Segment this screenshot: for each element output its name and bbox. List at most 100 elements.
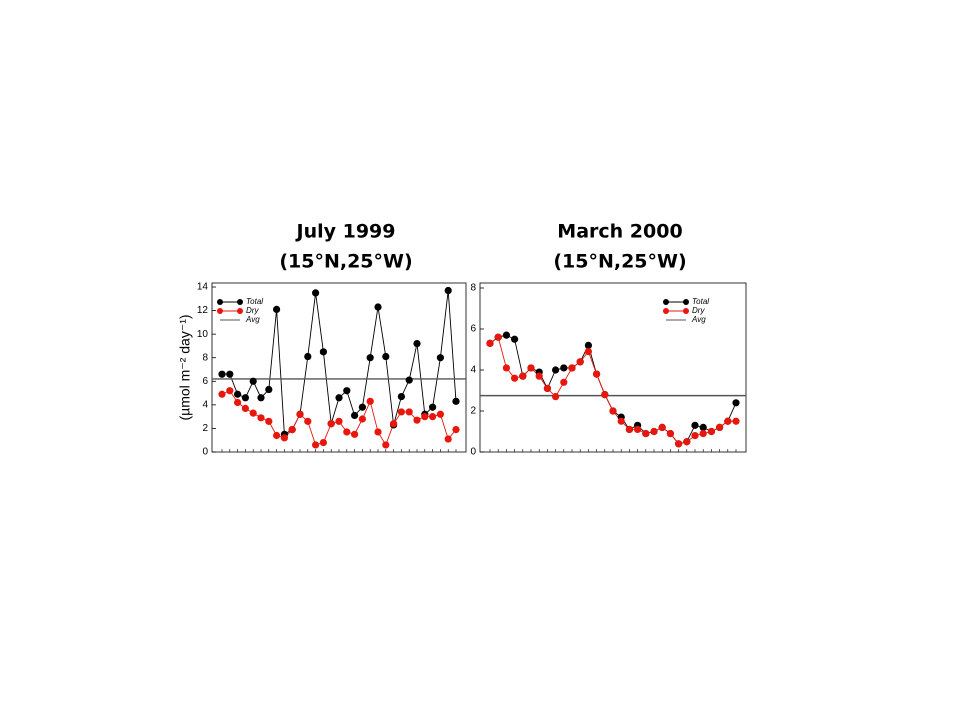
data-point [609,407,617,415]
data-point [502,364,510,372]
y-tick-label: 0 [202,447,208,458]
data-point [358,403,366,411]
series-line [489,334,737,445]
y-tick-label: 2 [202,423,208,434]
data-point [675,440,683,448]
data-point [716,423,724,431]
legend-label: Dry [692,306,705,315]
data-point [413,339,421,348]
legend-marker [217,308,223,314]
y-tick-label: 6 [202,376,208,387]
data-point [273,431,281,440]
legend-label: Total [692,297,709,306]
data-point [699,423,707,431]
legend-marker [237,299,243,305]
data-point [444,286,452,295]
data-point [241,394,249,402]
data-point [366,354,374,362]
legend-label: Avg [245,315,260,324]
data-point [312,441,320,449]
data-point [494,333,502,341]
y-tick-label: 4 [470,365,476,376]
data-point [519,372,527,380]
data-point [257,394,265,402]
data-point [382,352,390,361]
legend-marker [217,299,223,305]
legend-marker [663,308,669,314]
data-point [335,394,343,402]
y-tick-label: 14 [197,282,209,293]
data-point [452,426,460,434]
data-point [257,414,265,422]
data-point [510,335,519,343]
data-point [273,305,281,313]
data-point [241,404,249,412]
legend-marker [237,308,243,314]
data-point [335,417,343,425]
data-point [296,410,304,418]
data-point [288,426,296,434]
data-point [421,413,429,421]
data-point [319,348,327,356]
data-point [413,416,421,424]
y-tick-label: 2 [470,406,476,417]
data-point [319,438,327,447]
series-line [489,336,736,445]
data-point [560,378,568,386]
data-point [707,427,716,436]
legend-label: Avg [691,315,706,324]
data-point [226,387,234,395]
data-point [593,370,601,378]
data-point [625,425,634,434]
chart-title: March 2000 [557,221,682,243]
data-point [683,438,691,446]
data-point [429,403,437,411]
data-point [560,364,568,372]
data-point [234,390,242,398]
data-point [366,397,374,405]
data-point [584,347,593,356]
chart-title: July 1999 [295,221,396,243]
data-point [358,415,366,423]
data-point [642,429,650,438]
data-point [249,377,257,385]
data-point [343,387,351,395]
data-point [327,420,335,428]
data-point [568,364,576,372]
data-point [601,391,609,399]
data-point [351,430,359,438]
data-point [691,421,699,429]
data-point [527,364,535,372]
data-point [280,434,288,442]
data-point [535,372,543,380]
data-point [543,384,552,393]
y-axis-label: (µmol m⁻² day⁻¹) [177,314,193,420]
data-point [218,390,226,398]
data-point [343,428,351,436]
data-point [405,376,413,384]
data-point [374,303,382,311]
y-tick-label: 8 [470,283,476,294]
data-point [382,441,390,449]
y-tick-label: 6 [470,324,476,335]
data-point [429,413,437,421]
chart-subtitle: (15°N,25°W) [279,251,412,273]
data-point [312,289,320,297]
data-point [405,408,413,416]
data-point [724,417,732,425]
data-point [666,429,675,438]
data-point [452,397,460,405]
data-point [634,425,642,434]
data-point [226,370,234,378]
data-point [552,393,560,401]
chart-subtitle: (15°N,25°W) [553,251,686,273]
y-tick-label: 10 [197,329,209,340]
data-point [249,409,257,417]
data-point [397,393,405,401]
data-point [351,411,359,420]
data-point [576,358,584,366]
data-point [691,432,699,440]
legend-marker [683,299,689,305]
data-point [218,370,226,378]
